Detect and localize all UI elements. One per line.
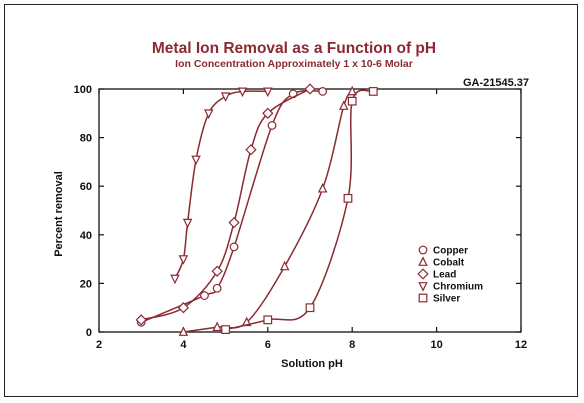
- y-tick-label: 0: [86, 327, 92, 339]
- chromium-point: [182, 218, 193, 229]
- lead-point: [211, 265, 223, 277]
- copper-point: [267, 121, 277, 130]
- plot-area: 2 4 6 8 10 12 0 20 40 60 80 100: [74, 83, 527, 351]
- legend-label-silver: Silver: [433, 294, 460, 305]
- silver-point: [347, 96, 357, 106]
- legend-marker-lead: [417, 268, 429, 280]
- cobalt-point: [178, 326, 189, 336]
- chromium-point: [170, 274, 180, 285]
- chart-subtitle: Ion Concentration Approximately 1 x 10-6…: [175, 58, 413, 70]
- cobalt-point: [279, 260, 290, 271]
- cobalt-point: [338, 100, 349, 110]
- chromium-point: [220, 92, 231, 102]
- x-tick-label: 10: [430, 339, 442, 351]
- legend-label-lead: Lead: [433, 270, 456, 281]
- cobalt-point: [212, 321, 222, 332]
- lead-point: [177, 302, 190, 314]
- x-tick-label: 8: [349, 339, 355, 351]
- silver-point: [221, 325, 231, 334]
- figure-frame: Metal Ion Removal as a Function of pH Io…: [4, 4, 578, 397]
- chart-title: Metal Ion Removal as a Function of pH: [152, 40, 436, 57]
- lead-point: [135, 314, 147, 326]
- legend-label-chromium: Chromium: [433, 282, 483, 293]
- copper-point: [318, 87, 328, 96]
- chromium-point: [191, 155, 201, 166]
- y-axis-label: Percent removal: [53, 171, 65, 257]
- legend-marker-silver: [418, 293, 428, 303]
- legend-marker-copper: [418, 245, 428, 255]
- copper-point: [229, 242, 239, 252]
- legend-marker-chromium: [418, 282, 428, 292]
- copper-curve: [140, 89, 323, 323]
- chromium-point: [178, 255, 189, 265]
- chromium-curve: [174, 90, 268, 279]
- legend-marker-cobalt: [418, 256, 428, 266]
- x-tick-label: 6: [265, 339, 271, 351]
- chromium-point: [263, 87, 273, 98]
- lead-curve: [140, 88, 311, 321]
- silver-point: [368, 87, 378, 96]
- lead-point: [304, 83, 316, 95]
- cobalt-point: [317, 182, 328, 193]
- x-axis-label: Solution pH: [281, 358, 343, 370]
- y-tick-label: 80: [80, 133, 92, 145]
- lead-point: [245, 144, 257, 156]
- cobalt-point: [347, 85, 357, 96]
- x-tick-label: 12: [515, 339, 527, 351]
- silver-point: [343, 193, 353, 203]
- chromium-point: [237, 87, 248, 98]
- copper-point: [200, 291, 209, 300]
- x-tick-label: 4: [180, 339, 187, 351]
- silver-point: [305, 303, 315, 313]
- legend-label-cobalt: Cobalt: [433, 258, 465, 269]
- chromium-point: [203, 109, 214, 119]
- y-tick-label: 60: [80, 181, 92, 193]
- legend-label-copper: Copper: [433, 246, 468, 257]
- lead-point: [262, 107, 274, 119]
- x-tick-label: 2: [96, 339, 102, 351]
- y-tick-label: 40: [80, 230, 92, 242]
- silver-point: [263, 315, 273, 325]
- figure-id: GA-21545.37: [463, 77, 529, 89]
- y-tick-label: 20: [80, 278, 92, 290]
- silver-curve: [225, 89, 374, 331]
- y-tick-label: 100: [74, 84, 92, 96]
- copper-point: [212, 283, 222, 293]
- chart: Metal Ion Removal as a Function of pH Io…: [53, 40, 529, 370]
- lead-point: [228, 217, 240, 229]
